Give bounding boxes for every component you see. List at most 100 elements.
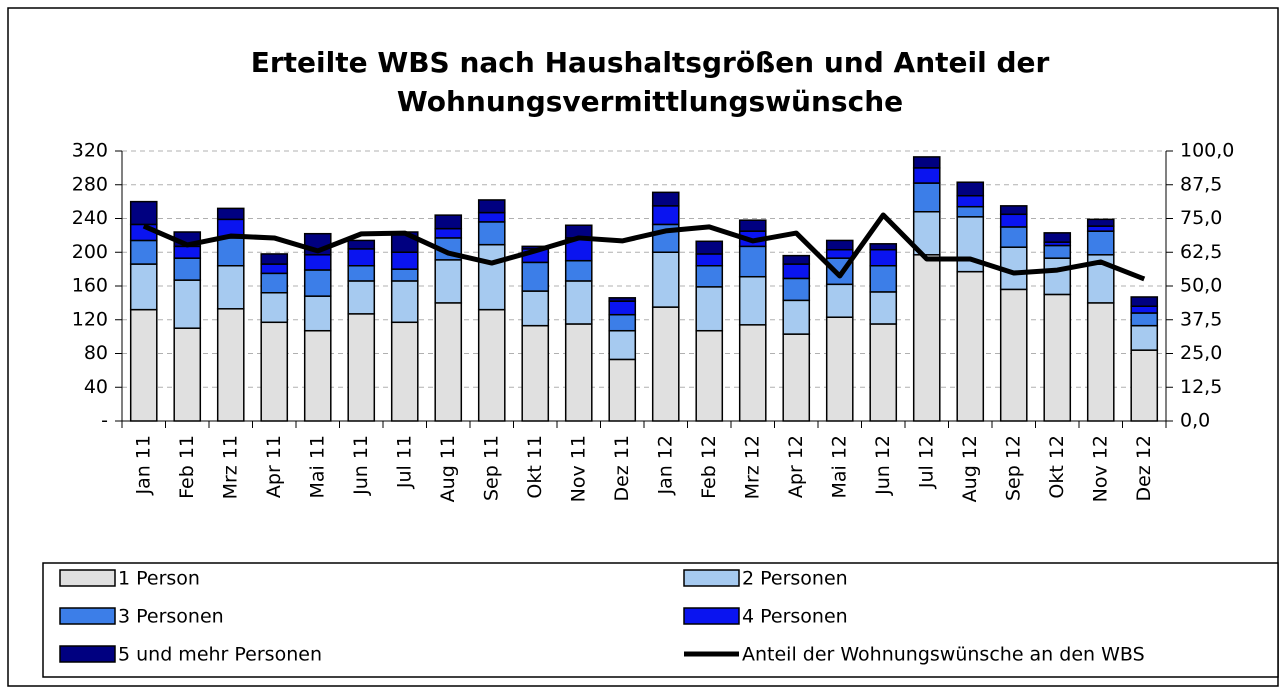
y-tick-label: 240 <box>72 207 108 229</box>
x-tick-label: Apr 12 <box>785 435 807 498</box>
bar-segment <box>1043 232 1072 243</box>
y-tick-label: 200 <box>72 241 108 263</box>
y-tick-label: 80 <box>84 342 108 364</box>
bar-segment <box>347 280 376 315</box>
bar-segment <box>390 268 419 282</box>
bar-segment <box>477 221 506 246</box>
bar-segment <box>1130 312 1159 327</box>
x-tick-label: Jan 12 <box>654 435 676 496</box>
bar-segment <box>695 265 724 288</box>
bar-segment <box>1086 230 1115 256</box>
y2-tick-label: 37,5 <box>1180 308 1222 330</box>
bar-segment <box>434 227 463 239</box>
bar-segment <box>912 182 941 213</box>
bar-segment <box>564 323 593 422</box>
bar-segment <box>477 243 506 311</box>
bar-segment <box>825 248 854 259</box>
bar-segment <box>129 263 158 311</box>
legend-label: 5 und mehr Personen <box>118 644 322 666</box>
x-tick-label: Aug 11 <box>437 435 459 502</box>
x-tick-label: Feb 11 <box>176 435 198 499</box>
bar-segment <box>695 240 724 255</box>
bar-segment <box>738 275 767 326</box>
x-tick-label: Okt 12 <box>1046 435 1068 499</box>
x-tick-label: Nov 11 <box>567 435 589 502</box>
bar-segment <box>129 308 158 422</box>
bar-segment <box>347 239 376 250</box>
y-tick-label: 160 <box>72 275 108 297</box>
bar-segment <box>390 280 419 324</box>
bar-segment <box>912 254 941 422</box>
legend-swatch <box>59 607 116 625</box>
bar-segment <box>869 291 898 325</box>
x-tick-label: Mai 12 <box>828 435 850 499</box>
bar-segment <box>738 219 767 232</box>
x-tick-label: Dez 12 <box>1133 435 1155 502</box>
y2-tick-label: 75,0 <box>1180 207 1222 229</box>
y2-tick-label: 50,0 <box>1180 275 1222 297</box>
y2-tick-label: 100,0 <box>1180 140 1234 162</box>
bar-segment <box>651 191 680 207</box>
x-tick-label: Aug 12 <box>959 435 981 502</box>
x-tick-label: Mrz 12 <box>741 435 763 499</box>
bar-segment <box>347 248 376 267</box>
bar-segment <box>999 288 1028 422</box>
bar-segment <box>216 237 245 267</box>
bar-segment <box>129 239 158 265</box>
chart-title: Erteilte WBS nach Haushaltsgrößen und An… <box>251 46 1050 79</box>
bar-segment <box>1043 257 1072 296</box>
bar-segment <box>869 243 898 251</box>
bar-segment <box>912 167 941 184</box>
bar-segment <box>782 254 811 265</box>
bar-segment <box>608 300 637 316</box>
bar-segment <box>434 259 463 304</box>
bar-segment <box>564 259 593 282</box>
bar-segment <box>303 295 332 332</box>
bar-segment <box>608 358 637 422</box>
bar-segment <box>260 263 289 275</box>
bar-segment <box>608 297 637 302</box>
bar-segment <box>521 261 550 292</box>
x-tick-label: Jun 11 <box>350 435 372 496</box>
bar-segment <box>260 272 289 294</box>
bar-segment <box>303 329 332 422</box>
bar-segment <box>390 251 419 270</box>
bar-segment <box>869 323 898 422</box>
x-tick-label: Feb 12 <box>698 435 720 499</box>
bar-segment <box>608 313 637 332</box>
bar-segment <box>651 205 680 226</box>
bar-segment <box>912 156 941 169</box>
bar-segment <box>260 292 289 324</box>
legend-label: 1 Person <box>118 568 200 590</box>
y2-tick-label: 0,0 <box>1180 410 1210 432</box>
bar-segment <box>216 308 245 422</box>
y2-tick-label: 62,5 <box>1180 241 1222 263</box>
bar-segment <box>564 280 593 325</box>
bar-segment <box>825 283 854 318</box>
bar-segment <box>782 333 811 422</box>
legend-label: 2 Personen <box>742 568 848 590</box>
bar-segment <box>695 253 724 267</box>
bar-segment <box>173 279 202 329</box>
x-tick-label: Okt 11 <box>524 435 546 499</box>
bar-segment <box>129 200 158 226</box>
y2-tick-label: 87,5 <box>1180 173 1222 195</box>
x-tick-label: Jun 12 <box>872 435 894 496</box>
bar-segment <box>173 327 202 422</box>
bar-segment <box>1086 302 1115 422</box>
bar-segment <box>695 329 724 422</box>
legend-swatch <box>59 645 116 663</box>
bar-segment <box>303 269 332 297</box>
legend-box <box>42 562 1279 678</box>
legend-label: 3 Personen <box>118 606 224 628</box>
y-tick-label: 280 <box>72 173 108 195</box>
bar-segment <box>260 253 289 265</box>
bar-segment <box>782 277 811 302</box>
bar-segment <box>1130 324 1159 351</box>
x-tick-label: Apr 11 <box>263 435 285 498</box>
bar-segment <box>956 194 985 208</box>
bar-segment <box>1043 293 1072 422</box>
bar-segment <box>1086 225 1115 232</box>
y2-tick-label: 25,0 <box>1180 342 1222 364</box>
bar-segment <box>956 270 985 422</box>
